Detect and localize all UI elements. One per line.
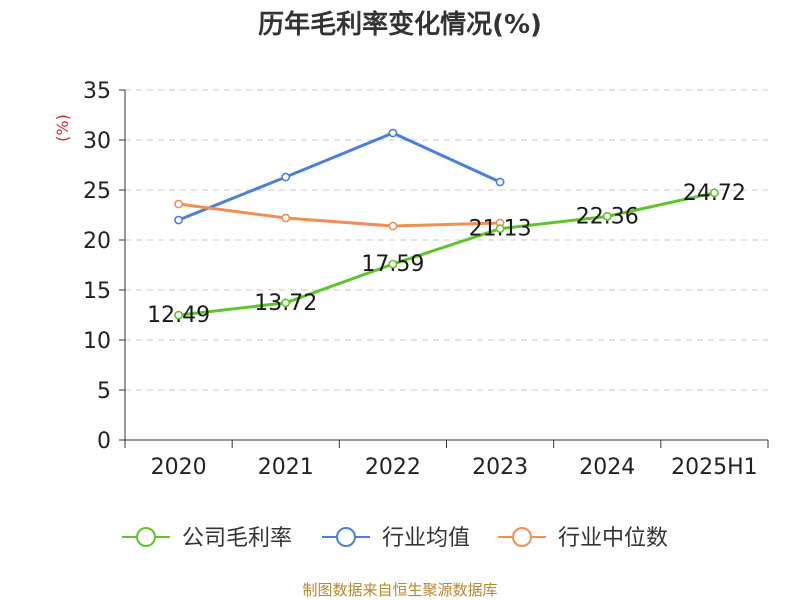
legend-marker: [136, 527, 156, 547]
grid-lines: [125, 89, 768, 391]
data-point: [281, 298, 291, 308]
y-tick-label: 30: [83, 129, 111, 154]
data-point: [388, 128, 398, 138]
legend-marker: [336, 527, 356, 547]
y-tick-label: 10: [83, 329, 111, 354]
data-label: 17.59: [361, 252, 424, 277]
series-line: [178, 191, 715, 317]
series-line: [178, 131, 501, 222]
data-label: 12.49: [147, 303, 210, 328]
data-point: [281, 172, 291, 182]
y-tick-label: 15: [83, 279, 111, 304]
data-point: [174, 310, 183, 320]
data-label: 22.36: [576, 204, 639, 229]
data-labels: 12.49 13.72 17.59 21.13 22.36 24.72: [147, 181, 746, 328]
y-tick-label: 20: [83, 229, 111, 254]
data-point: [174, 215, 183, 225]
data-point: [281, 213, 291, 223]
x-tick-label: 2020: [151, 455, 207, 480]
legend-label: 行业中位数: [558, 526, 668, 551]
data-point: [174, 199, 183, 209]
y-axis-label: (%): [53, 114, 72, 142]
data-point: [388, 221, 398, 231]
x-tick-label: 2021: [258, 455, 314, 480]
data-point: [602, 211, 612, 221]
data-point: [495, 177, 505, 187]
data-label: 13.72: [254, 291, 317, 316]
data-point: [495, 224, 505, 234]
legend-label: 行业均值: [382, 526, 470, 551]
x-tick-label: 2024: [579, 455, 635, 480]
series-layer: [174, 128, 719, 320]
data-label: 24.72: [683, 181, 746, 206]
y-tick-label: 25: [83, 179, 111, 204]
legend: 公司毛利率 行业均值 行业中位数: [122, 526, 668, 551]
source-note: 制图数据来自恒生聚源数据库: [302, 581, 497, 599]
data-label: 21.13: [469, 217, 532, 242]
data-point: [710, 188, 719, 198]
y-tick-label: 0: [97, 429, 111, 454]
axes: 0 5 10 15 20 25 30 35 2020 2021 2022 2023 2024 2025H1: [83, 79, 769, 480]
data-point: [388, 259, 398, 269]
series-line: [178, 202, 501, 228]
y-tick-label: 35: [83, 79, 111, 104]
legend-marker: [512, 527, 532, 547]
chart-title: 历年毛利率变化情况(%): [258, 9, 542, 40]
x-tick-label: 2023: [472, 455, 528, 480]
x-tick-label: 2025H1: [671, 455, 758, 480]
legend-label: 公司毛利率: [182, 526, 292, 551]
y-tick-label: 5: [97, 379, 111, 404]
x-tick-label: 2022: [365, 455, 421, 480]
